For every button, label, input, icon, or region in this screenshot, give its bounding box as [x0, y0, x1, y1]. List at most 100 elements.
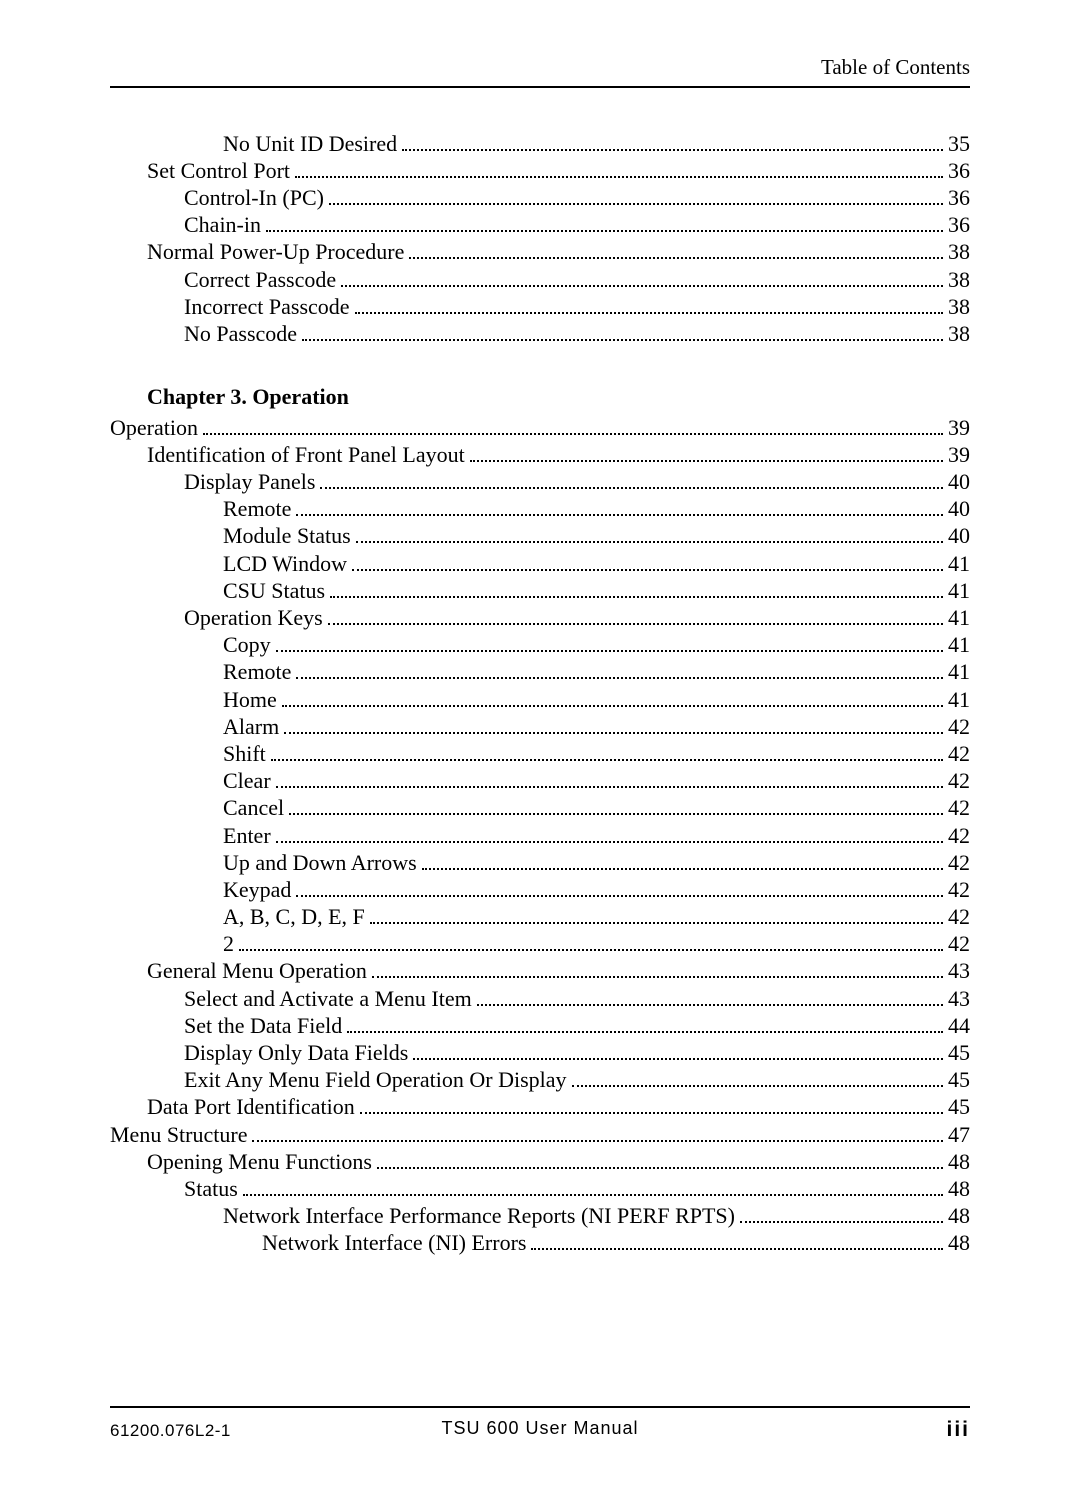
toc-entry: Operation Keys41: [110, 604, 970, 630]
toc-entry: Control-In (PC) 36: [110, 184, 970, 210]
toc-entry: Enter 42: [110, 822, 970, 848]
toc-entry: Display Only Data Fields45: [110, 1039, 970, 1065]
toc-entry: CSU Status41: [110, 577, 970, 603]
toc-entry-label: Network Interface (NI) Errors: [262, 1232, 526, 1254]
page-header: Table of Contents: [110, 55, 970, 88]
toc-entry: Data Port Identification 45: [110, 1094, 970, 1120]
toc-entry-page: 38: [948, 241, 970, 263]
toc-entry-page: 35: [948, 133, 970, 155]
toc-entry-label: Remote: [223, 661, 291, 683]
toc-dot-leader: [356, 523, 943, 544]
toc-entry-page: 45: [948, 1096, 970, 1118]
toc-entry-label: Control-In (PC): [184, 187, 324, 209]
chapter-title: Chapter 3. Operation: [110, 384, 970, 410]
toc-entry-label: Home: [223, 689, 277, 711]
toc-entry-page: 44: [948, 1015, 970, 1037]
toc-dot-leader: [531, 1230, 943, 1251]
toc-entry-page: 39: [948, 444, 970, 466]
toc-entry: Operation39: [110, 414, 970, 440]
toc-entry-label: General Menu Operation: [147, 960, 367, 982]
toc-entry-label: Chain-in: [184, 214, 261, 236]
toc-entry-label: Clear: [223, 770, 271, 792]
toc-entry-label: LCD Window: [223, 553, 347, 575]
toc-dot-leader: [282, 686, 943, 707]
toc-entry: Exit Any Menu Field Operation Or Display…: [110, 1067, 970, 1093]
toc-entry: Cancel42: [110, 795, 970, 821]
toc-dot-leader: [276, 767, 943, 788]
toc-dot-leader: [347, 1012, 943, 1033]
toc-dot-leader: [413, 1039, 943, 1060]
toc-entry: No Passcode38: [110, 320, 970, 346]
toc-dot-leader: [296, 876, 943, 897]
toc-dot-leader: [289, 795, 943, 816]
toc-entry-page: 48: [948, 1205, 970, 1227]
toc-dot-leader: [372, 958, 943, 979]
toc-entry-label: Identification of Front Panel Layout: [147, 444, 465, 466]
toc-entry: Set Control Port 36: [110, 157, 970, 183]
toc-entry-page: 48: [948, 1232, 970, 1254]
toc-entry-label: Data Port Identification: [147, 1096, 355, 1118]
toc-entry-label: Operation: [110, 417, 198, 439]
toc-entry: Status48: [110, 1175, 970, 1201]
toc-entry: 242: [110, 931, 970, 957]
toc-entry-page: 36: [948, 214, 970, 236]
toc-dot-leader: [239, 931, 943, 952]
toc-entry: Correct Passcode 38: [110, 266, 970, 292]
toc-entry-label: No Unit ID Desired: [223, 133, 397, 155]
toc-entry: No Unit ID Desired 35: [110, 130, 970, 156]
toc-entry: Select and Activate a Menu Item43: [110, 985, 970, 1011]
toc-entry-label: Module Status: [223, 525, 351, 547]
toc-entry: Home41: [110, 686, 970, 712]
toc-entry-page: 42: [948, 770, 970, 792]
toc-entry: Chain-in 36: [110, 212, 970, 238]
toc-dot-leader: [330, 577, 943, 598]
toc-dot-leader: [271, 740, 943, 761]
toc-entry-page: 40: [948, 471, 970, 493]
page: Table of Contents No Unit ID Desired35Se…: [0, 0, 1080, 1502]
toc-entry-page: 42: [948, 825, 970, 847]
toc-dot-leader: [276, 632, 943, 653]
toc-entry-label: Incorrect Passcode: [184, 296, 350, 318]
toc-dot-leader: [352, 550, 943, 571]
toc-entry-page: 48: [948, 1151, 970, 1173]
toc-entry-label: Remote: [223, 498, 291, 520]
toc-entry-label: Shift: [223, 743, 266, 765]
toc-dot-leader: [740, 1202, 943, 1223]
toc-chapter-section: Operation39Identification of Front Panel…: [110, 414, 970, 1255]
toc-entry-page: 42: [948, 852, 970, 874]
toc-entry: Keypad42: [110, 876, 970, 902]
toc-dot-leader: [276, 822, 943, 843]
toc-entry: Remote40: [110, 496, 970, 522]
toc-dot-leader: [203, 414, 943, 435]
toc-entry-page: 42: [948, 906, 970, 928]
toc-entry: Normal Power-Up Procedure 38: [110, 239, 970, 265]
toc-entry-label: Up and Down Arrows: [223, 852, 417, 874]
toc-dot-leader: [302, 320, 943, 341]
toc-dot-leader: [341, 266, 943, 287]
toc-entry-label: Display Only Data Fields: [184, 1042, 408, 1064]
toc-dot-leader: [470, 441, 943, 462]
toc-entry: Opening Menu Functions48: [110, 1148, 970, 1174]
toc-entry-label: Set Control Port: [147, 160, 290, 182]
toc-dot-leader: [328, 604, 943, 625]
toc-entry-page: 36: [948, 160, 970, 182]
toc-dot-leader: [422, 849, 943, 870]
toc-entry-label: Copy: [223, 634, 271, 656]
toc-dot-leader: [477, 985, 943, 1006]
toc-entry-label: Status: [184, 1178, 238, 1200]
toc-entry-label: Exit Any Menu Field Operation Or Display: [184, 1069, 567, 1091]
toc-entry: Set the Data Field 44: [110, 1012, 970, 1038]
toc-entry-page: 38: [948, 269, 970, 291]
toc-entry-label: Correct Passcode: [184, 269, 336, 291]
toc-entry-page: 43: [948, 988, 970, 1010]
toc-entry-label: Set the Data Field: [184, 1015, 342, 1037]
toc-entry: Incorrect Passcode38: [110, 293, 970, 319]
toc-entry-page: 42: [948, 879, 970, 901]
toc-entry-label: Enter: [223, 825, 271, 847]
header-title: Table of Contents: [821, 55, 970, 79]
toc-entry-page: 36: [948, 187, 970, 209]
toc-entry-label: A, B, C, D, E, F: [223, 906, 365, 928]
toc-entry-page: 42: [948, 933, 970, 955]
toc-entry-page: 38: [948, 323, 970, 345]
toc-entry-label: Normal Power-Up Procedure: [147, 241, 404, 263]
